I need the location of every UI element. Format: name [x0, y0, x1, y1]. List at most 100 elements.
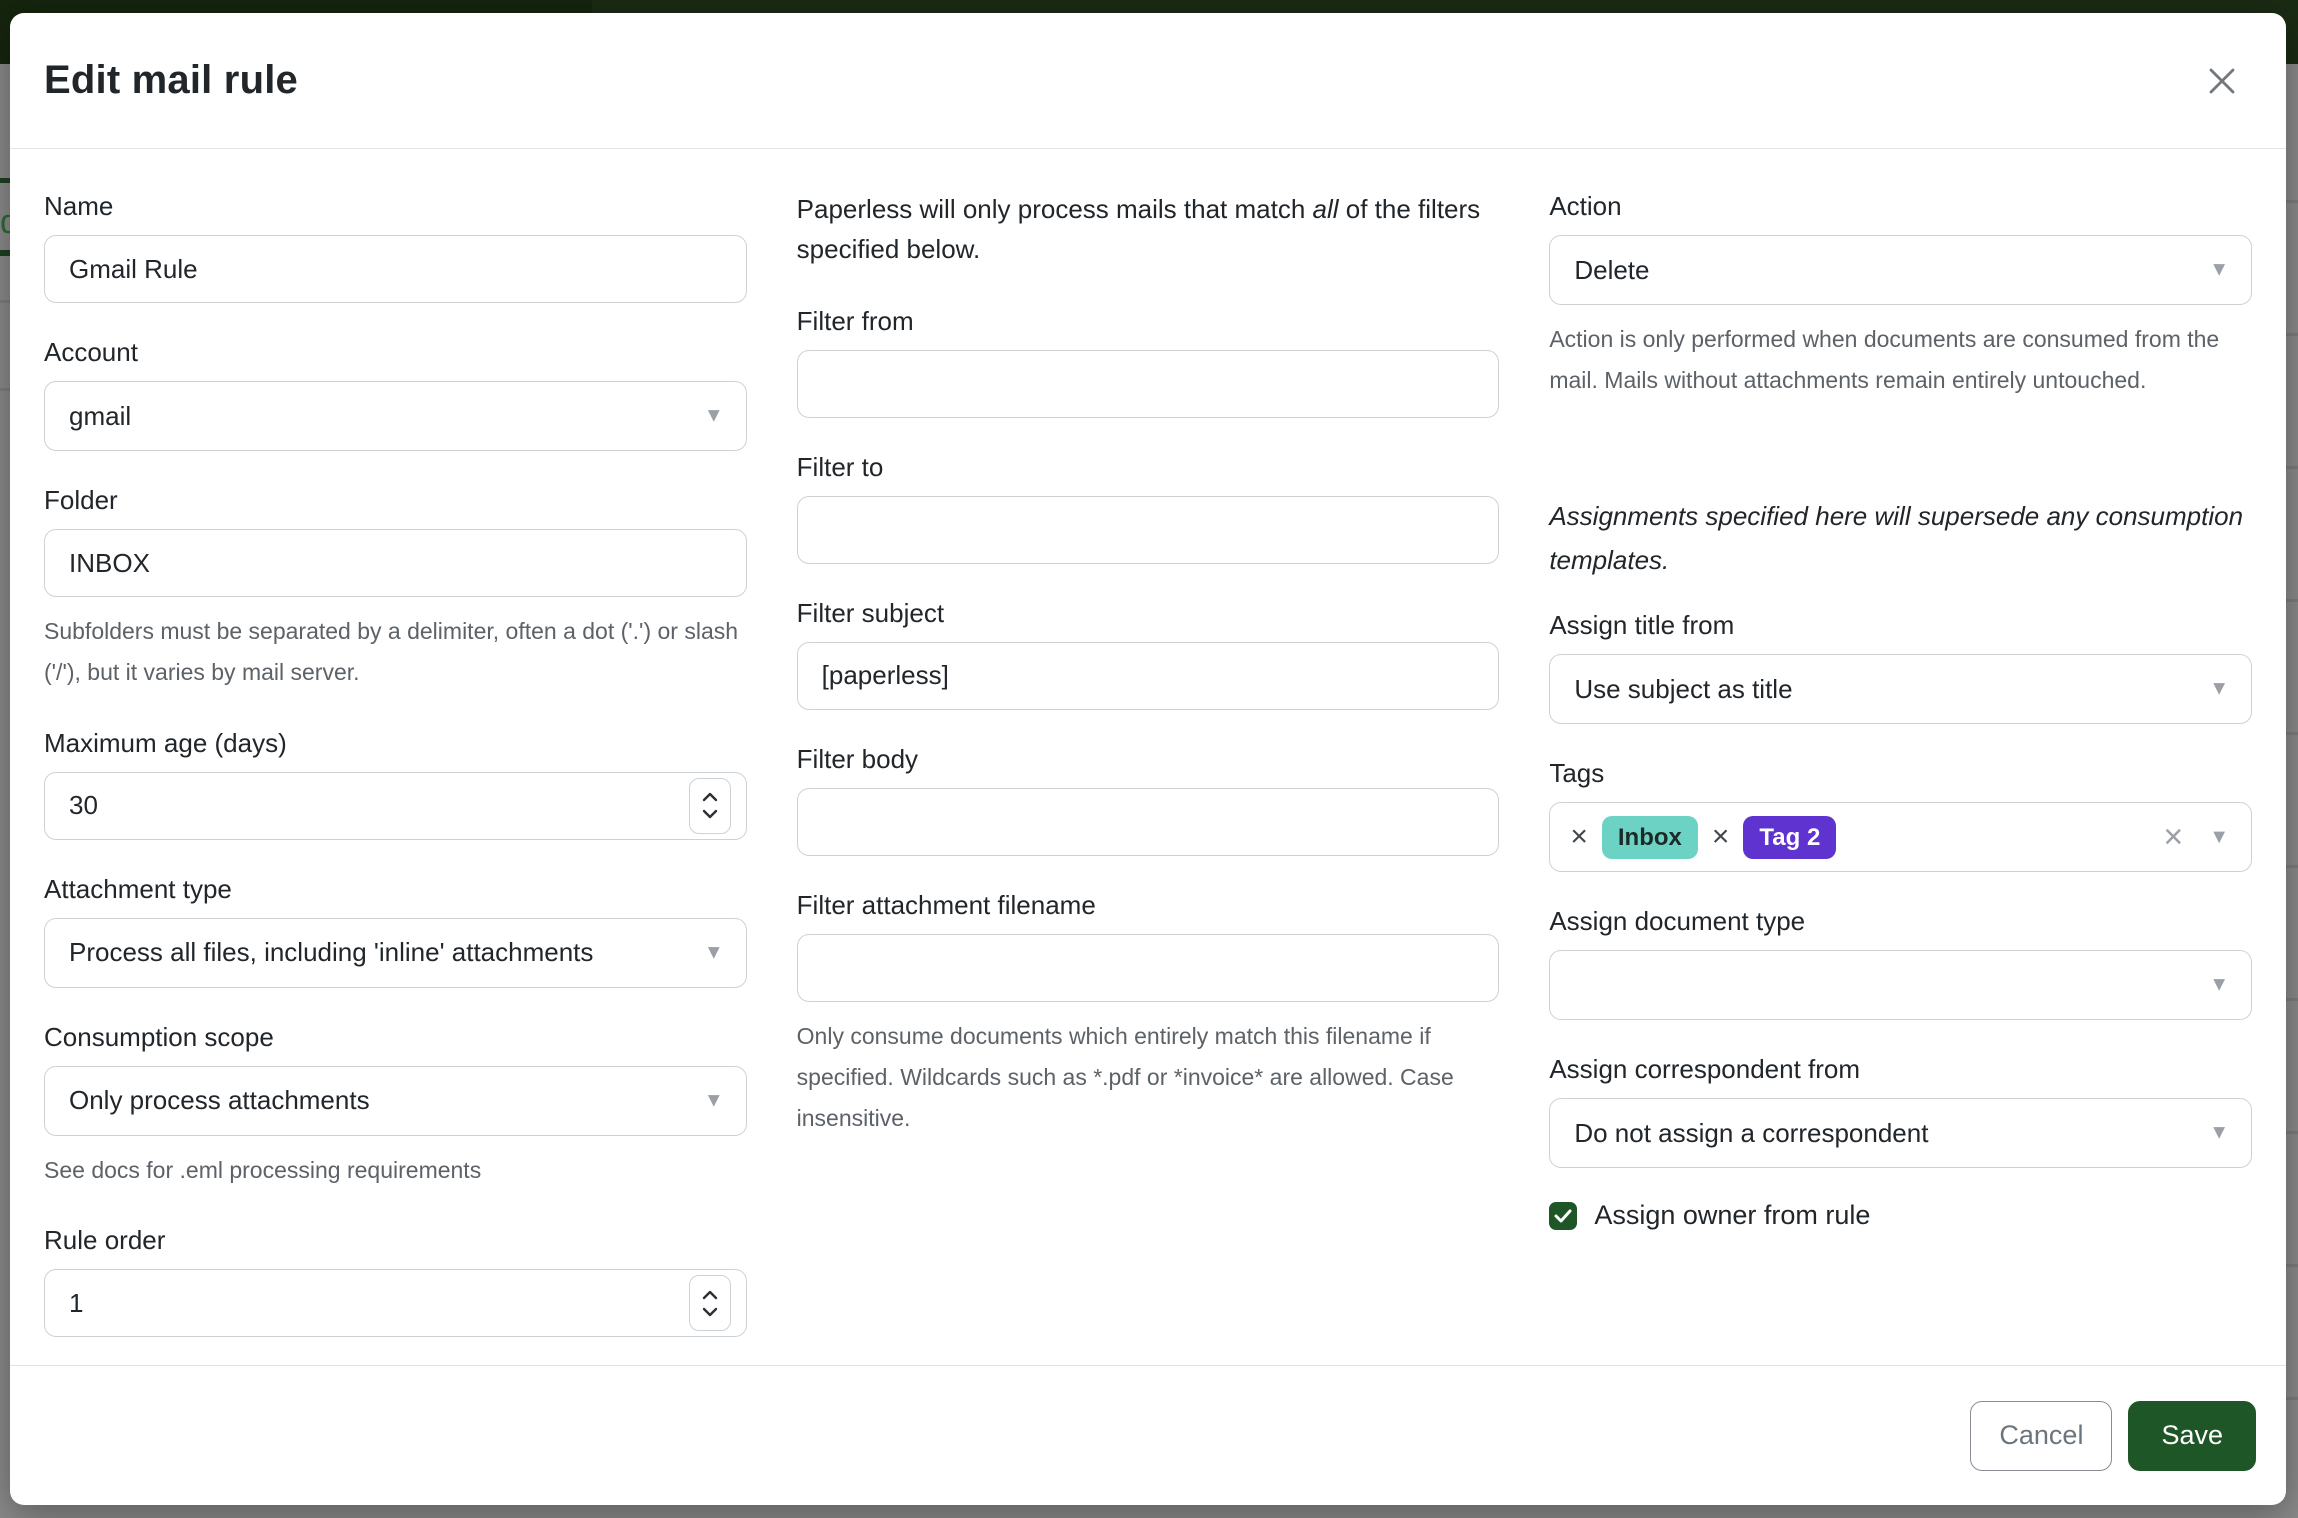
- filter-body-field-group: Filter body: [796, 742, 1500, 856]
- tag-chip: Inbox: [1601, 815, 1698, 859]
- tags-controls: × ▼: [2163, 820, 2229, 854]
- chevron-down-icon: [702, 1307, 717, 1316]
- dimmed-page-line: [0, 300, 10, 303]
- action-label: Action: [1549, 191, 1622, 221]
- folder-help-text: Subfolders must be separated by a delimi…: [44, 618, 739, 686]
- chevron-down-icon: ▼: [2209, 973, 2229, 996]
- dimmed-page-fragment: [0, 178, 10, 183]
- chevron-down-icon: [702, 810, 717, 819]
- attachment-type-label: Attachment type: [44, 873, 232, 904]
- name-input[interactable]: [44, 235, 747, 303]
- assign-owner-checkbox[interactable]: [1549, 1201, 1578, 1230]
- close-button[interactable]: [2202, 61, 2242, 101]
- assign-title-from-field-group: Assign title from Use subject as title ▼: [1549, 608, 2252, 725]
- cancel-button[interactable]: Cancel: [1970, 1400, 2113, 1471]
- tags-chip-list: × Inbox × Tag 2: [1570, 815, 1837, 859]
- edit-mail-rule-dialog: Edit mail rule Name Account: [10, 13, 2286, 1505]
- max-age-input[interactable]: [44, 771, 747, 840]
- save-button[interactable]: Save: [2128, 1400, 2256, 1471]
- tags-multiselect[interactable]: × Inbox × Tag 2 × ▼: [1549, 802, 2252, 873]
- filter-from-label: Filter from: [796, 305, 914, 336]
- chevron-down-icon: ▼: [703, 1089, 724, 1112]
- chevron-up-icon: [702, 793, 717, 802]
- consumption-scope-select-value: Only process attachments: [69, 1085, 370, 1116]
- rule-order-field-group: Rule order: [44, 1223, 747, 1338]
- tag-chip: Tag 2: [1743, 815, 1837, 859]
- folder-input[interactable]: [44, 529, 747, 597]
- folder-label: Folder: [44, 485, 118, 515]
- filters-intro-text: Paperless will only process mails that m…: [796, 194, 1481, 265]
- filter-to-label: Filter to: [796, 451, 884, 482]
- action-help-text: Action is only performed when documents …: [1549, 326, 2220, 394]
- check-icon: [1554, 1209, 1572, 1223]
- filter-subject-field-group: Filter subject: [796, 596, 1500, 710]
- dimmed-table-rows: [2286, 64, 2298, 1518]
- filter-attachment-filename-help-text: Only consume documents which entirely ma…: [796, 1022, 1454, 1132]
- tag-remove-icon[interactable]: ×: [1570, 820, 1588, 854]
- number-stepper[interactable]: [688, 777, 731, 834]
- filter-subject-input[interactable]: [796, 641, 1500, 710]
- rule-order-input[interactable]: [44, 1269, 747, 1338]
- filter-subject-label: Filter subject: [796, 597, 945, 628]
- account-select[interactable]: gmail ▼: [44, 381, 747, 451]
- filter-attachment-filename-label: Filter attachment filename: [796, 889, 1096, 920]
- assign-owner-checkbox-label: Assign owner from rule: [1594, 1200, 1871, 1231]
- account-field-group: Account gmail ▼: [44, 335, 747, 451]
- tags-label: Tags: [1549, 758, 1605, 789]
- dialog-body: Name Account gmail ▼ Folder Subfolders m…: [10, 149, 2286, 1365]
- account-label: Account: [44, 337, 138, 367]
- number-stepper[interactable]: [688, 1275, 731, 1332]
- consumption-scope-field-group: Consumption scope Only process attachmen…: [44, 1020, 747, 1191]
- assign-document-type-label: Assign document type: [1549, 906, 1806, 937]
- attachment-type-select-value: Process all files, including 'inline' at…: [69, 937, 594, 968]
- assignments-note: Assignments specified here will supersed…: [1549, 500, 2244, 575]
- chevron-down-icon[interactable]: ▼: [2209, 825, 2229, 848]
- filter-from-input[interactable]: [796, 349, 1500, 418]
- assign-correspondent-from-field-group: Assign correspondent from Do not assign …: [1549, 1052, 2252, 1169]
- dimmed-page-text-fragment: d: [0, 203, 10, 241]
- filter-body-input[interactable]: [796, 787, 1500, 856]
- chevron-down-icon: ▼: [703, 404, 724, 427]
- column-general: Name Account gmail ▼ Folder Subfolders m…: [44, 189, 747, 1365]
- dialog-title: Edit mail rule: [44, 58, 298, 102]
- dialog-header: Edit mail rule: [10, 13, 2286, 149]
- account-select-value: gmail: [69, 400, 132, 431]
- assign-document-type-select[interactable]: ▼: [1549, 950, 2252, 1021]
- max-age-field-group: Maximum age (days): [44, 726, 747, 840]
- assign-document-type-field-group: Assign document type ▼: [1549, 904, 2252, 1021]
- name-label: Name: [44, 191, 114, 221]
- assign-title-from-select[interactable]: Use subject as title ▼: [1549, 654, 2252, 725]
- column-filters: Paperless will only process mails that m…: [796, 189, 1500, 1365]
- close-icon: [2205, 64, 2239, 98]
- max-age-label: Maximum age (days): [44, 727, 287, 758]
- consumption-scope-label: Consumption scope: [44, 1021, 274, 1052]
- filter-body-label: Filter body: [796, 743, 919, 774]
- dialog-footer: Cancel Save: [10, 1365, 2286, 1505]
- filter-attachment-filename-field-group: Filter attachment filename Only consume …: [796, 888, 1500, 1140]
- rule-order-label: Rule order: [44, 1225, 166, 1256]
- name-field-group: Name: [44, 189, 747, 303]
- filter-from-field-group: Filter from: [796, 304, 1500, 418]
- chevron-up-icon: [702, 1290, 717, 1299]
- clear-all-icon[interactable]: ×: [2163, 818, 2184, 857]
- filter-attachment-filename-input[interactable]: [796, 933, 1500, 1002]
- action-select-value: Delete: [1574, 254, 1650, 285]
- assign-correspondent-from-select[interactable]: Do not assign a correspondent ▼: [1549, 1098, 2252, 1169]
- tag-remove-icon[interactable]: ×: [1711, 820, 1730, 854]
- attachment-type-select[interactable]: Process all files, including 'inline' at…: [44, 917, 747, 988]
- assign-title-from-select-value: Use subject as title: [1574, 673, 1793, 704]
- assign-owner-checkbox-row: Assign owner from rule: [1549, 1200, 2252, 1231]
- filter-to-field-group: Filter to: [796, 450, 1500, 564]
- consumption-scope-select[interactable]: Only process attachments ▼: [44, 1065, 747, 1136]
- filters-intro-emphasis: all: [1312, 194, 1339, 224]
- filter-to-input[interactable]: [796, 495, 1500, 564]
- chevron-down-icon: ▼: [703, 941, 724, 964]
- assign-correspondent-from-label: Assign correspondent from: [1549, 1054, 1861, 1085]
- action-select[interactable]: Delete ▼: [1549, 235, 2252, 305]
- assign-title-from-label: Assign title from: [1549, 610, 1735, 641]
- chevron-down-icon: ▼: [2209, 258, 2229, 281]
- consumption-scope-help-text: See docs for .eml processing requirement…: [44, 1156, 482, 1183]
- action-field-group: Action Delete ▼ Action is only performed…: [1549, 189, 2252, 402]
- chevron-down-icon: ▼: [2209, 1121, 2229, 1144]
